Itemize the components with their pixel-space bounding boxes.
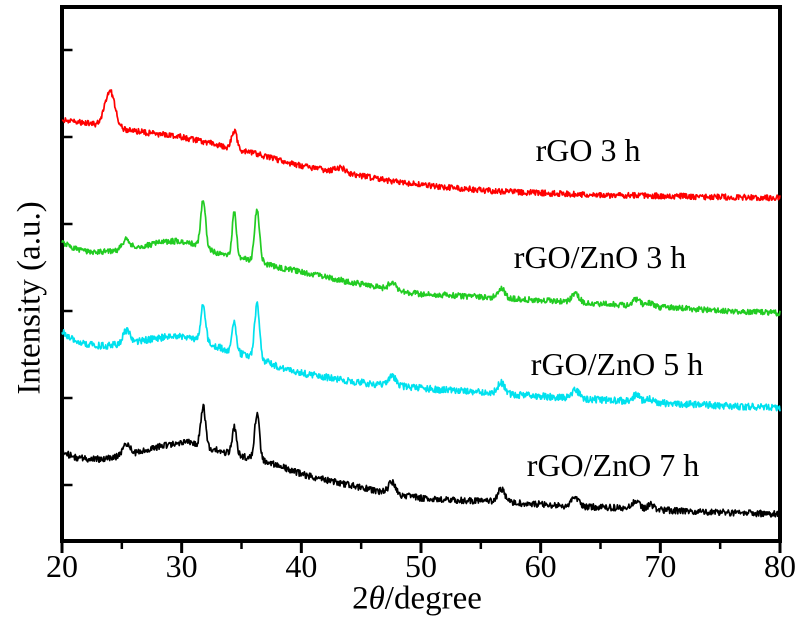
series-label-rgozno-3h: rGO/ZnO 3 h — [513, 239, 687, 275]
x-tick-label-50: 50 — [405, 548, 437, 584]
curve-rgo-zno-7-h — [61, 403, 781, 518]
xrd-curves — [61, 89, 781, 518]
x-tick-label-80: 80 — [764, 548, 796, 584]
plot-frame — [60, 5, 782, 543]
series-label-rgo-3h: rGO 3 h — [535, 132, 641, 168]
curve-rgo-zno-5-h — [61, 301, 781, 412]
y-axis-title: Intensity (a.u.) — [11, 201, 48, 395]
x-tick-label-70: 70 — [644, 548, 677, 584]
x-tick-label-30: 30 — [165, 548, 198, 584]
x-tick-label-20: 20 — [46, 548, 78, 584]
x-axis-title: 2θ/degree — [352, 580, 482, 617]
series-label-rgozno-5h: rGO/ZnO 5 h — [530, 346, 704, 382]
x-tick-label-60: 60 — [524, 548, 557, 584]
x-tick-label-40: 40 — [285, 548, 318, 584]
axis-ticks — [60, 48, 782, 553]
curve-rgo-3-h — [61, 89, 781, 202]
series-label-rgozno-7h: rGO/ZnO 7 h — [526, 447, 700, 483]
curve-rgo-zno-3-h — [61, 200, 781, 317]
